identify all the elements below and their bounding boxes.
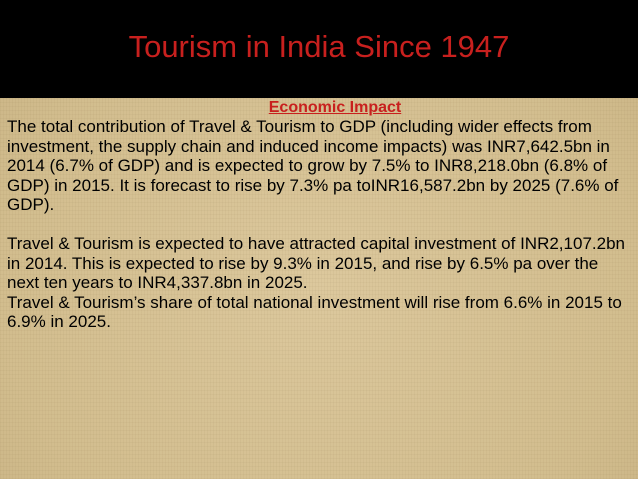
section-subtitle: Economic Impact bbox=[268, 99, 402, 116]
paragraph-capital-investment: Travel & Tourism is expected to have att… bbox=[7, 233, 625, 293]
paragraph-investment-share: Travel & Tourism’s share of total nation… bbox=[7, 292, 622, 332]
title-bar: Tourism in India Since 1947 bbox=[0, 0, 638, 98]
paragraph-gdp-contribution: The total contribution of Travel & Touri… bbox=[7, 117, 619, 215]
slide-content: Economic Impact The total contribution o… bbox=[7, 98, 633, 332]
paragraph-spacer bbox=[7, 215, 633, 234]
slide-title: Tourism in India Since 1947 bbox=[128, 29, 510, 64]
